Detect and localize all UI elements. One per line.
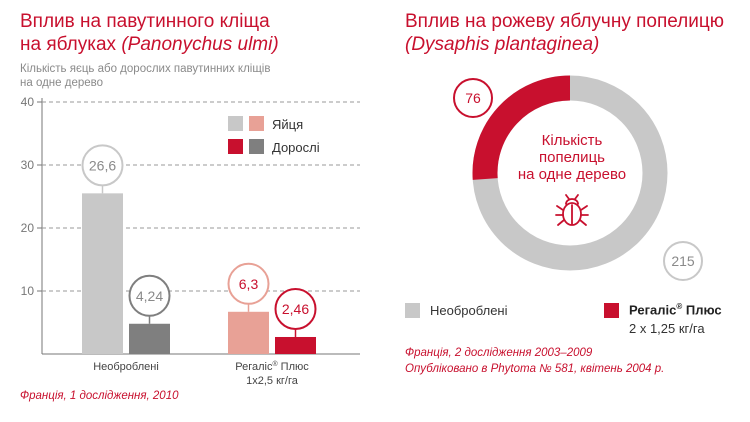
y-tick-label: 10 (21, 284, 35, 298)
bar-value-label: 6,3 (239, 276, 259, 292)
donut-slice-product (472, 75, 571, 180)
legend-eggs-swatch-untreated (228, 116, 243, 131)
left-title-latin: (Panonychus ulmi) (121, 34, 279, 55)
left-title-line1: Вплив на павутинного кліща (20, 11, 270, 32)
legend-product-swatch (604, 303, 619, 318)
right-title-latin: (Dysaphis plantaginea) (405, 34, 600, 55)
bar-value-bubble (274, 287, 317, 330)
y-tick-label: 30 (21, 158, 35, 172)
legend-eggs-swatch-product (249, 116, 264, 131)
legend-adults-swatch-untreated (249, 139, 264, 154)
donut-product-bubble (453, 78, 493, 118)
y-tick-label: 20 (21, 221, 35, 235)
category-label-suffix: Плюс (278, 361, 310, 373)
bar (275, 336, 316, 354)
left-footnote: Франція, 1 дослідження, 2010 (20, 390, 179, 402)
category-label-line2: 1x2,5 кг/га (246, 375, 299, 387)
bar-chart: 10 20 30 40 26,6 4,24 Необроблені 6,3 2,46 Регалі… (21, 95, 360, 387)
bar-value-label: 2,46 (282, 301, 309, 317)
legend-untreated-label: Необроблені (430, 303, 508, 318)
bug-antennae (565, 194, 579, 200)
right-chart-title: Вплив на рожеву яблучну попелицю (Dysaph… (405, 10, 724, 56)
bar-value-label: 26,6 (89, 157, 116, 173)
category-label-name: Регаліс (235, 361, 273, 373)
legend-product-name: Регаліс (629, 302, 677, 318)
right-notes: Франція, 2 дослідження 2003–2009 Опублік… (405, 345, 664, 377)
left-chart-title: Вплив на павутинного кліща на яблуках (P… (20, 10, 279, 56)
legend-eggs-label: Яйця (272, 117, 303, 132)
bar (129, 323, 170, 354)
right-note-line2: Опубліковано в Phytoma № 581, квітень 20… (405, 363, 665, 375)
left-title-line2: на яблуках (Panonychus ulmi) (20, 33, 279, 56)
bar-value-bubble (227, 262, 270, 305)
legend-product-suffix: Плюс (682, 302, 722, 318)
category-label: Необроблені (93, 361, 159, 373)
bar-value-bubble (128, 274, 171, 317)
left-subtitle-line1: Кількість яєць або дорослих павутинних к… (20, 63, 271, 75)
bar-value-bubble (81, 144, 124, 187)
legend-adults-swatch-product (228, 139, 243, 154)
left-title-prefix: на яблуках (20, 34, 122, 55)
donut-center-line-2: попелиць (539, 149, 605, 166)
right-note-line1: Франція, 2 дослідження 2003–2009 (405, 347, 593, 359)
donut-untreated-bubble (663, 241, 703, 281)
left-subtitle-line2: на одне дерево (20, 77, 104, 89)
donut-untreated-label: 215 (671, 253, 695, 269)
bar-value-label: 4,24 (136, 288, 163, 304)
legend-adults-label: Дорослі (272, 140, 320, 155)
left-subtitle: Кількість яєць або дорослих павутинних к… (20, 62, 270, 90)
legend-product-mark: ® (676, 302, 683, 311)
y-tick-label: 40 (21, 95, 35, 109)
donut-center-line-3: на одне дерево (518, 166, 626, 183)
legend-product-label: Регаліс® Плюс (629, 302, 722, 317)
legend-untreated-swatch (405, 303, 420, 318)
bar (228, 311, 269, 354)
category-label: Регаліс® Плюс (235, 360, 309, 373)
right-title-line1: Вплив на рожеву яблучну попелицю (405, 11, 725, 32)
bug-legs (555, 205, 589, 226)
bug-icon (555, 194, 589, 226)
bug-head (565, 198, 579, 205)
legend-product-dose: 2 x 1,25 кг/га (629, 321, 705, 336)
donut-center-line-1: Кількість (542, 132, 603, 149)
bug-body (562, 202, 582, 226)
category-label-mark: ® (272, 360, 278, 368)
donut-product-label: 76 (465, 90, 481, 106)
bar (82, 193, 123, 354)
